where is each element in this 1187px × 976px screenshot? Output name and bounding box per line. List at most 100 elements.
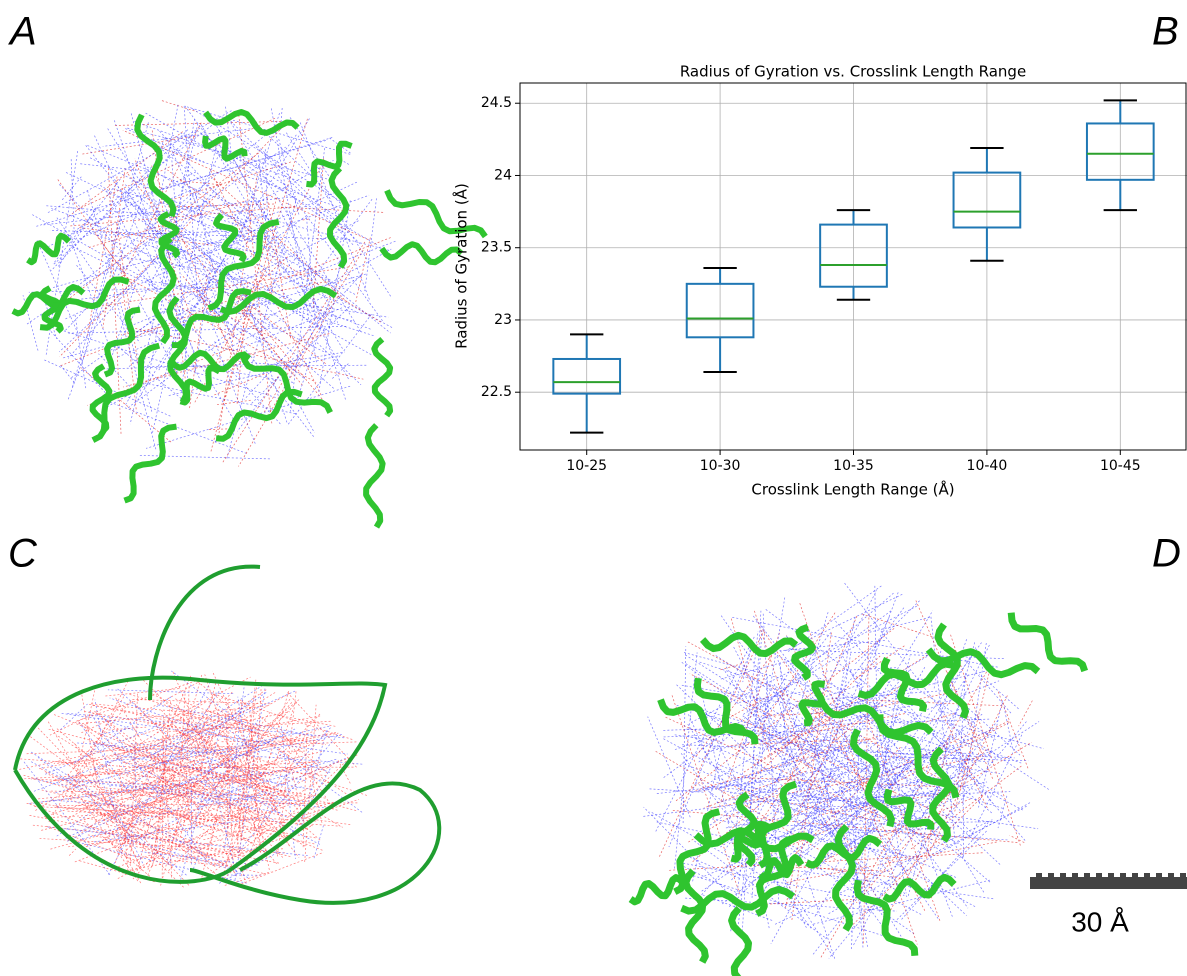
crosslink bbox=[720, 615, 872, 834]
protein-helix bbox=[758, 854, 805, 881]
protein-helix bbox=[166, 295, 189, 404]
crosslink bbox=[141, 382, 296, 415]
crosslink bbox=[265, 191, 292, 339]
crosslink bbox=[103, 718, 208, 862]
protein-helix bbox=[203, 109, 300, 136]
y-tick-label: 24.5 bbox=[481, 95, 512, 111]
crosslink bbox=[122, 724, 174, 741]
y-tick-label: 24 bbox=[494, 167, 512, 183]
crosslink bbox=[671, 695, 740, 894]
crosslink bbox=[687, 641, 939, 779]
crosslink bbox=[735, 686, 833, 704]
crosslink bbox=[681, 762, 957, 878]
crosslink bbox=[38, 777, 261, 800]
crosslink bbox=[805, 804, 883, 808]
crosslink bbox=[115, 757, 222, 806]
crosslink bbox=[810, 730, 843, 852]
crosslink bbox=[299, 122, 371, 301]
protein-helix bbox=[755, 834, 796, 917]
crosslink bbox=[94, 364, 245, 370]
crosslink bbox=[98, 713, 139, 751]
crosslink bbox=[145, 112, 379, 246]
crosslink bbox=[67, 773, 185, 888]
crosslink bbox=[137, 118, 310, 400]
crosslink bbox=[707, 787, 880, 822]
crosslink bbox=[67, 700, 132, 776]
crosslink bbox=[58, 761, 181, 782]
scale-bar-notch bbox=[1144, 873, 1150, 878]
crosslink bbox=[78, 721, 126, 764]
protein-renders bbox=[11, 100, 1089, 976]
crosslink bbox=[196, 680, 259, 731]
crosslink bbox=[1009, 835, 1025, 843]
crosslink bbox=[216, 399, 251, 406]
crosslink bbox=[95, 229, 267, 236]
crosslink bbox=[759, 773, 902, 894]
crosslink bbox=[875, 754, 1000, 774]
scale-bar-label: 30 Å bbox=[1071, 906, 1129, 937]
crosslink bbox=[111, 753, 313, 790]
crosslink bbox=[828, 721, 1027, 959]
chart-title: Radius of Gyration vs. Crosslink Length … bbox=[680, 63, 1026, 81]
crosslink bbox=[720, 694, 772, 723]
crosslink bbox=[98, 353, 133, 390]
crosslink bbox=[704, 817, 925, 860]
crosslink bbox=[175, 730, 343, 828]
crosslink bbox=[87, 145, 270, 220]
crosslink bbox=[114, 121, 286, 126]
protein-helix bbox=[384, 189, 488, 239]
crosslink bbox=[130, 693, 138, 866]
crosslink bbox=[213, 121, 318, 320]
crosslink bbox=[125, 190, 181, 261]
crosslink bbox=[169, 717, 220, 850]
crosslink bbox=[149, 691, 222, 732]
crosslink bbox=[840, 868, 889, 934]
scale-bar-notch bbox=[1180, 873, 1186, 878]
crosslink bbox=[680, 684, 909, 725]
crosslink bbox=[56, 217, 97, 276]
crosslink bbox=[159, 130, 333, 324]
crosslink bbox=[717, 763, 778, 791]
crosslink bbox=[923, 680, 1000, 712]
crosslink bbox=[25, 785, 176, 805]
crosslink bbox=[684, 872, 902, 942]
protein-helix bbox=[89, 363, 113, 434]
crosslink bbox=[202, 826, 272, 881]
crosslink bbox=[910, 765, 1023, 850]
crosslink bbox=[691, 736, 933, 841]
crosslink bbox=[856, 645, 905, 679]
crosslink bbox=[46, 732, 337, 783]
protein-helix bbox=[371, 336, 394, 418]
protein-helix bbox=[699, 631, 799, 658]
crosslink bbox=[50, 152, 259, 313]
protein-helix bbox=[934, 622, 969, 719]
crosslink bbox=[107, 689, 234, 695]
crosslink bbox=[210, 815, 218, 844]
crosslink bbox=[741, 624, 763, 932]
panel-label: C bbox=[8, 532, 38, 576]
protein-helix bbox=[850, 728, 895, 828]
crosslink bbox=[189, 217, 286, 255]
crosslink bbox=[221, 757, 252, 881]
crosslink bbox=[153, 103, 179, 229]
crosslink bbox=[216, 741, 229, 773]
crosslink bbox=[111, 784, 333, 809]
crosslink bbox=[953, 745, 993, 804]
crosslink bbox=[44, 722, 165, 775]
crosslink bbox=[742, 645, 752, 683]
crosslink bbox=[138, 725, 330, 769]
scale-bar-notch bbox=[1156, 873, 1162, 878]
protein-helix bbox=[832, 823, 856, 932]
crosslink bbox=[806, 617, 856, 855]
protein-helix bbox=[734, 791, 758, 868]
crosslink bbox=[355, 237, 371, 304]
crosslink bbox=[173, 697, 305, 747]
crosslink bbox=[132, 120, 302, 183]
crosslink bbox=[122, 847, 244, 873]
crosslink bbox=[695, 781, 916, 935]
crosslink bbox=[286, 313, 372, 427]
crosslink bbox=[239, 306, 290, 372]
crosslink bbox=[30, 778, 204, 787]
protein-helix bbox=[219, 286, 338, 315]
crosslink bbox=[76, 188, 195, 241]
